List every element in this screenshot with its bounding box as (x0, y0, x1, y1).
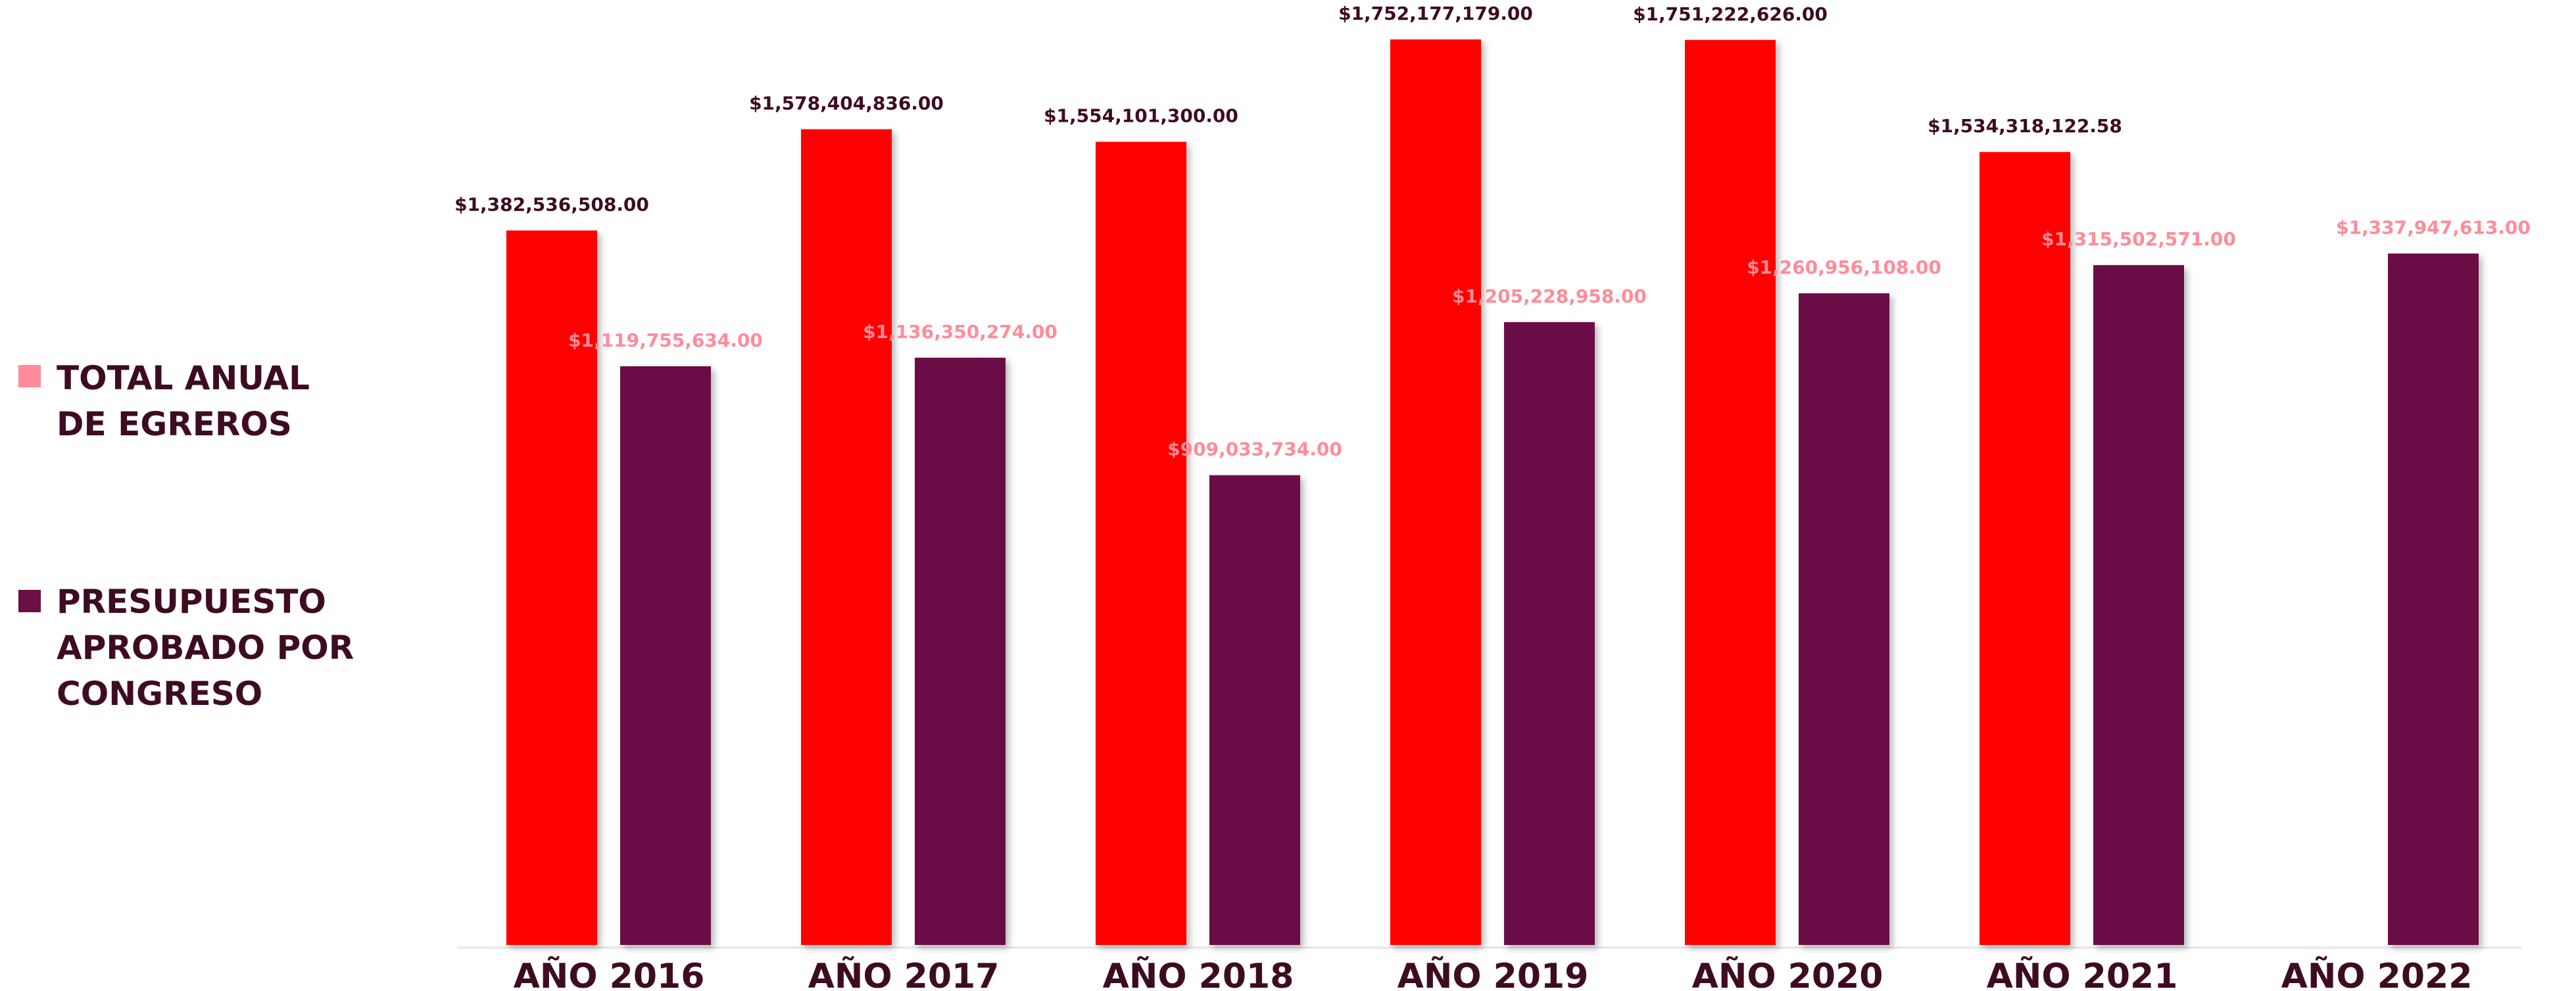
value-label-presupuesto-6: $1,337,947,613.00 (2336, 217, 2531, 239)
value-label-egresos-2: $1,554,101,300.00 (1044, 105, 1238, 127)
category-label-2: AÑO 2018 (1103, 956, 1294, 991)
bars (506, 39, 2479, 946)
bar-presupuesto-1 (915, 357, 1006, 945)
category-label-0: AÑO 2016 (514, 956, 705, 991)
bar-egresos-1 (801, 129, 892, 946)
bar-egresos-3 (1390, 39, 1481, 945)
value-label-presupuesto-1: $1,136,350,274.00 (863, 321, 1057, 343)
legend-swatch-egresos (18, 365, 41, 387)
value-label-egresos-0: $1,382,536,508.00 (454, 193, 649, 215)
bar-egresos-2 (1096, 141, 1186, 945)
category-label-1: AÑO 2017 (808, 956, 1000, 991)
bar-presupuesto-5 (2093, 265, 2184, 945)
legend-label-presupuesto: PRESUPUESTO APROBADO POR CONGRESO (57, 583, 354, 713)
bar-presupuesto-3 (1504, 322, 1595, 946)
bar-presupuesto-6 (2388, 253, 2479, 946)
value-label-egresos-1: $1,578,404,836.00 (749, 93, 944, 114)
value-label-presupuesto-3: $1,205,228,958.00 (1452, 285, 1647, 307)
value-label-presupuesto-4: $1,260,956,108.00 (1747, 256, 1941, 278)
category-label-4: AÑO 2020 (1692, 956, 1883, 991)
bar-presupuesto-2 (1209, 475, 1300, 945)
bar-egresos-0 (506, 230, 597, 945)
bar-egresos-5 (1980, 152, 2070, 946)
value-label-presupuesto-5: $1,315,502,571.00 (2041, 228, 2236, 250)
bar-presupuesto-4 (1799, 293, 1889, 945)
category-label-6: AÑO 2022 (2281, 956, 2473, 991)
value-label-egresos-3: $1,752,177,179.00 (1338, 3, 1533, 24)
bar-egresos-4 (1685, 39, 1776, 946)
value-label-egresos-4: $1,751,222,626.00 (1633, 3, 1828, 25)
value-label-egresos-5: $1,534,318,122.58 (1928, 115, 2122, 137)
legend-swatch-presupuesto (18, 590, 41, 612)
legend-label-egresos: TOTAL ANUAL DE EGREROS (57, 359, 310, 443)
value-label-presupuesto-2: $909,033,734.00 (1167, 439, 1342, 460)
bar-presupuesto-0 (620, 366, 711, 945)
category-label-5: AÑO 2021 (1987, 956, 2178, 991)
category-labels: AÑO 2016 AÑO 2017 AÑO 2018 AÑO 2019 AÑO 2020… (514, 956, 2473, 991)
value-labels: $1,382,536,508.00 $1,119,755,634.00 $1,578… (454, 3, 2531, 460)
category-label-3: AÑO 2019 (1397, 956, 1589, 991)
value-label-presupuesto-0: $1,119,755,634.00 (568, 329, 763, 351)
